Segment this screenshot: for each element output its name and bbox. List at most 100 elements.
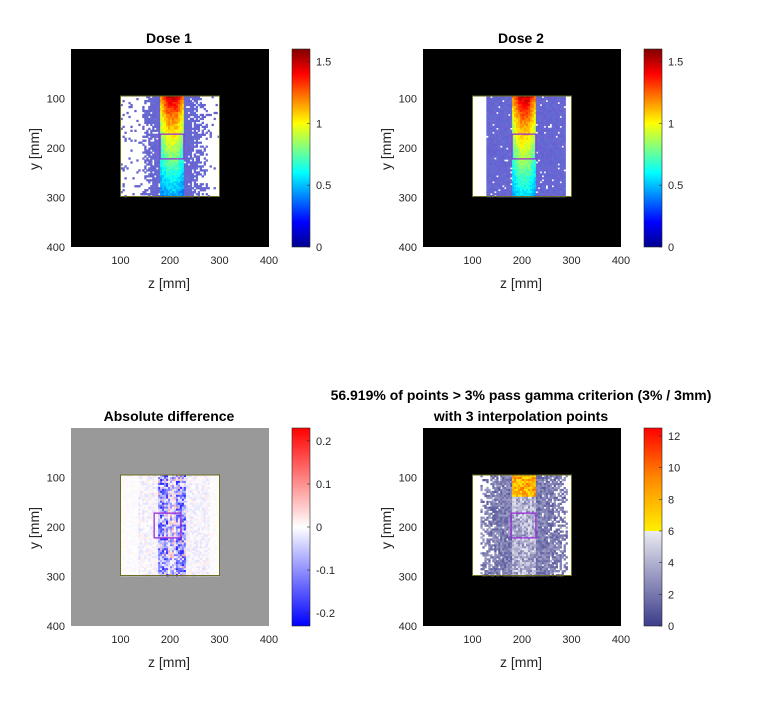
difference-cell (191, 518, 195, 521)
dose2-cell (543, 143, 547, 146)
dose2-cell (563, 147, 566, 150)
dose1-cell (156, 191, 159, 194)
dose2-cell (490, 98, 493, 101)
dose1-cell (136, 98, 139, 101)
dose1-cell (195, 185, 199, 188)
dose1-cell (179, 185, 183, 188)
difference-cell (191, 490, 195, 494)
difference-cell (168, 502, 171, 506)
dose2-cell (525, 129, 529, 132)
dose1-cell (168, 101, 171, 105)
dose2-cell (539, 149, 543, 152)
difference-cell (183, 496, 187, 500)
dose2-cell (508, 111, 511, 115)
difference-cell (213, 496, 216, 500)
difference-cell (126, 482, 129, 486)
dose2-cell (553, 125, 556, 129)
dose2-cell (506, 151, 509, 154)
dose2-cell (559, 169, 562, 172)
dose1-cell (171, 143, 175, 146)
difference-cell (197, 514, 200, 517)
difference-cell (166, 534, 169, 537)
difference-cell (193, 514, 197, 517)
dose1-cell (183, 147, 187, 150)
dose2-cell (490, 149, 493, 152)
difference-cell (136, 532, 139, 535)
dose2-cell (508, 193, 511, 196)
dose1-cell (162, 96, 165, 99)
dose2-cell (516, 127, 519, 130)
dose2-cell (525, 131, 529, 134)
difference-cell (136, 500, 139, 504)
dose2-cell (523, 125, 527, 129)
difference-cell (205, 528, 208, 531)
dose2-cell (535, 99, 539, 103)
dose1-cell (183, 125, 187, 129)
dose2-cell (506, 161, 509, 164)
dose1-xtick-label: 100 (111, 255, 129, 267)
difference-cell (160, 528, 163, 531)
dose2-cell (490, 161, 493, 164)
dose2-cell (510, 113, 513, 117)
dose2-cell (525, 175, 529, 178)
dose2-cell (522, 151, 525, 154)
dose1-cell (166, 143, 169, 146)
dose1-cell (164, 96, 167, 99)
difference-cell (195, 528, 199, 531)
dose2-cell (527, 119, 531, 123)
dose2-cell (537, 173, 541, 176)
dose2-cell (518, 171, 521, 174)
dose1-colorbar-tick-label: 0 (316, 242, 322, 254)
dose1-cell (156, 105, 159, 109)
dose2-cell (522, 191, 525, 194)
dose2-cell (494, 151, 497, 154)
difference-cell (181, 480, 185, 484)
dose2-cell (559, 171, 562, 174)
dose2-cell (522, 119, 525, 123)
dose2-cell (488, 127, 491, 130)
difference-cell (152, 490, 155, 494)
difference-cell (122, 498, 125, 502)
dose2-cell (492, 183, 495, 186)
dose1-colorbar-tick-label: 0.5 (316, 180, 331, 192)
difference-cell (130, 514, 133, 517)
difference-cell (193, 530, 197, 533)
dose1-cell (191, 175, 195, 178)
dose1-cell (162, 149, 165, 152)
difference-cell (217, 528, 220, 531)
dose2-cell (518, 177, 521, 180)
dose1-cell (154, 151, 157, 154)
difference-cell (185, 510, 189, 513)
dose1-cell (170, 131, 173, 134)
difference-cell (142, 526, 145, 529)
dose2-cell (561, 101, 564, 105)
dose1-cell (187, 127, 191, 130)
dose2-cell (555, 177, 558, 180)
dose1-cell (144, 167, 147, 170)
difference-cell (140, 502, 143, 506)
difference-cell (124, 514, 127, 517)
dose2-cell (514, 175, 517, 178)
dose1-cell (189, 133, 193, 136)
dose2-cell (518, 135, 521, 138)
dose1-cell (158, 143, 161, 146)
difference-cell (199, 477, 202, 480)
dose2-cell (561, 149, 564, 152)
dose1-cell (170, 175, 173, 178)
dose1-cell (193, 191, 197, 194)
dose1-cell (175, 149, 179, 152)
dose2-cell (533, 169, 537, 172)
dose1-cell (164, 121, 167, 125)
difference-cell (193, 532, 197, 535)
dose2-cell (498, 169, 501, 172)
dose2-cell (494, 187, 497, 190)
dose1-cell (175, 125, 179, 129)
difference-cell (207, 478, 210, 482)
dose1-cell (170, 171, 173, 174)
difference-cell (158, 500, 161, 504)
difference-cell (164, 508, 167, 511)
difference-cell (183, 477, 187, 480)
dose2-cell (523, 127, 527, 130)
dose2-cell (522, 125, 525, 129)
difference-cell (154, 532, 157, 535)
